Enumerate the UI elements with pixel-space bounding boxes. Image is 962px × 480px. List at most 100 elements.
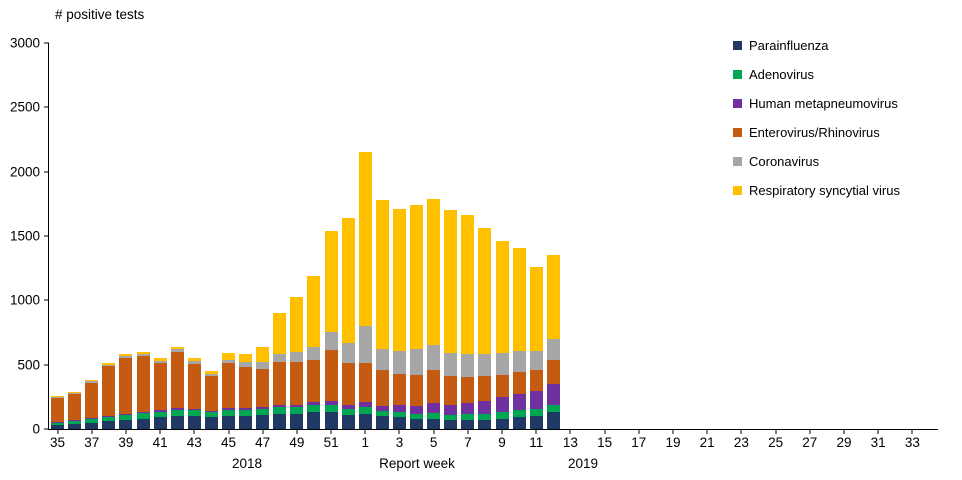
- bar-segment-parainfluenza: [529, 416, 543, 429]
- legend-label: Respiratory syncytial virus: [749, 183, 900, 198]
- bar-segment-enterovirus-rhinovirus: [529, 370, 543, 392]
- bar-segment-coronavirus: [119, 356, 133, 359]
- bar-segment-human-metapneumovirus: [119, 413, 133, 415]
- bar-segment-human-metapneumovirus: [375, 405, 389, 411]
- x-tick-label: 43: [186, 435, 202, 450]
- bar-segment-enterovirus-rhinovirus: [290, 362, 304, 405]
- x-tick-label: 31: [870, 435, 886, 450]
- bar-segment-parainfluenza: [427, 418, 441, 429]
- x-tick-label: 19: [665, 435, 681, 450]
- legend-label: Human metapneumovirus: [749, 96, 898, 111]
- bar-segment-human-metapneumovirus: [51, 421, 65, 423]
- bar-segment-coronavirus: [256, 362, 270, 369]
- bar-segment-respiratory-syncytial-virus: [85, 380, 99, 382]
- x-tick-mark: [877, 429, 879, 434]
- bar-segment-respiratory-syncytial-virus: [102, 363, 116, 365]
- bar-segment-adenovirus: [136, 412, 150, 419]
- bar-week-37: [85, 43, 99, 429]
- bar-segment-human-metapneumovirus: [102, 415, 116, 417]
- bar-segment-coronavirus: [410, 349, 424, 375]
- year-label-2018: 2018: [231, 456, 263, 471]
- bar-week-42: [170, 43, 184, 429]
- bar-segment-parainfluenza: [324, 412, 338, 429]
- bar-segment-coronavirus: [273, 354, 287, 363]
- y-tick-label: 500: [17, 357, 40, 373]
- bar-segment-respiratory-syncytial-virus: [307, 275, 321, 347]
- x-tick-mark: [193, 429, 195, 434]
- x-tick-mark: [501, 429, 503, 434]
- bar-segment-respiratory-syncytial-virus: [375, 199, 389, 350]
- bar-segment-adenovirus: [222, 410, 235, 417]
- bar-segment-respiratory-syncytial-virus: [392, 209, 406, 352]
- bar-segment-respiratory-syncytial-virus: [256, 346, 270, 363]
- bar-segment-parainfluenza: [102, 421, 116, 429]
- bar-week-11: [529, 43, 543, 429]
- bar-segment-respiratory-syncytial-virus: [153, 358, 167, 361]
- x-tick-mark: [672, 429, 674, 434]
- x-tick-mark: [775, 429, 777, 434]
- bar-segment-human-metapneumovirus: [222, 408, 235, 411]
- bar-segment-respiratory-syncytial-virus: [239, 354, 253, 363]
- x-tick-label: 45: [220, 435, 237, 450]
- bar-segment-coronavirus: [358, 326, 372, 364]
- bar-week-39: [119, 43, 133, 429]
- bar-segment-coronavirus: [153, 360, 167, 363]
- bar-segment-human-metapneumovirus: [495, 396, 509, 413]
- x-tick-mark: [569, 429, 571, 434]
- legend-item-human-metapneumovirus: Human metapneumovirus: [733, 96, 900, 111]
- y-tick-label: 0: [32, 421, 40, 437]
- x-tick-label: 5: [429, 435, 438, 450]
- bar-segment-adenovirus: [427, 412, 441, 419]
- bar-segment-enterovirus-rhinovirus: [495, 374, 509, 397]
- bar-segment-adenovirus: [68, 420, 82, 424]
- legend-swatch-adenovirus: [733, 70, 742, 79]
- bar-segment-parainfluenza: [222, 416, 235, 429]
- bar-segment-human-metapneumovirus: [153, 410, 167, 412]
- bar-segment-human-metapneumovirus: [444, 404, 458, 415]
- bar-segment-adenovirus: [187, 410, 201, 417]
- bar-segment-parainfluenza: [187, 416, 201, 429]
- x-tick-mark: [159, 429, 161, 434]
- bar-week-48: [273, 43, 287, 429]
- bar-segment-coronavirus: [68, 392, 82, 394]
- bar-segment-adenovirus: [444, 414, 458, 420]
- x-tick-mark: [638, 429, 640, 434]
- y-tick-mark: [44, 42, 49, 44]
- bar-segment-adenovirus: [307, 405, 321, 413]
- bar-week-46: [239, 43, 253, 429]
- bar-week-52: [341, 43, 355, 429]
- bar-segment-respiratory-syncytial-virus: [478, 228, 492, 354]
- bar-segment-parainfluenza: [136, 418, 150, 429]
- bar-segment-human-metapneumovirus: [478, 401, 492, 415]
- y-tick-label: 2000: [9, 164, 40, 180]
- bar-segment-parainfluenza: [170, 416, 184, 429]
- x-tick-mark: [911, 429, 913, 434]
- y-tick-mark: [44, 171, 49, 173]
- bar-segment-coronavirus: [187, 361, 201, 365]
- bar-segment-enterovirus-rhinovirus: [427, 370, 441, 403]
- bar-segment-coronavirus: [512, 351, 526, 372]
- legend-label: Adenovirus: [749, 67, 815, 82]
- bar-segment-coronavirus: [375, 349, 389, 370]
- x-tick-label: 37: [84, 435, 100, 450]
- bar-segment-coronavirus: [546, 338, 560, 360]
- x-tick-mark: [604, 429, 606, 434]
- bar-segment-enterovirus-rhinovirus: [204, 376, 218, 411]
- bar-segment-respiratory-syncytial-virus: [119, 354, 133, 357]
- bar-segment-enterovirus-rhinovirus: [512, 371, 526, 394]
- bar-segment-human-metapneumovirus: [204, 411, 218, 413]
- bar-week-49: [290, 43, 304, 429]
- bar-segment-enterovirus-rhinovirus: [444, 376, 458, 405]
- x-tick-label: 13: [562, 435, 578, 450]
- bar-week-2: [375, 43, 389, 429]
- x-tick-label: 15: [597, 435, 613, 450]
- bar-segment-human-metapneumovirus: [68, 420, 82, 421]
- x-tick-mark: [91, 429, 93, 434]
- bar-segment-enterovirus-rhinovirus: [273, 362, 287, 405]
- bar-week-41: [153, 43, 167, 429]
- x-tick-mark: [228, 429, 229, 434]
- bar-week-7: [461, 43, 475, 429]
- bar-segment-coronavirus: [136, 354, 150, 357]
- legend: Parainfluenza Adenovirus Human metapneumov…: [733, 38, 900, 212]
- bar-segment-adenovirus: [529, 409, 543, 417]
